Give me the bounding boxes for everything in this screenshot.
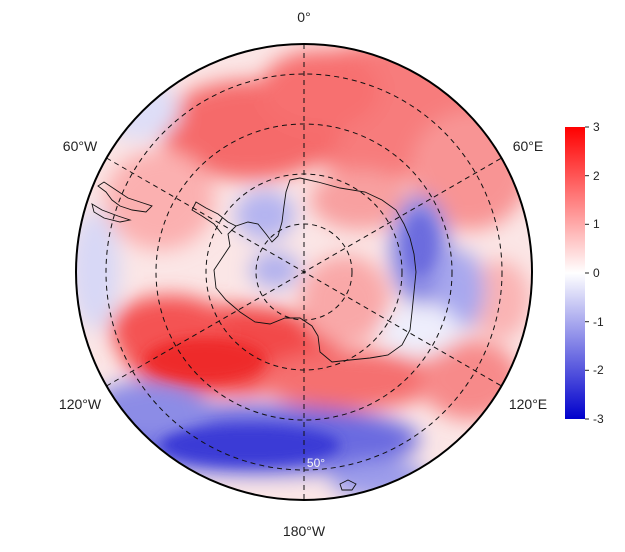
colorbar-tick: -2 (593, 363, 604, 377)
colorbar-tick: 3 (593, 120, 600, 134)
lat-label-50: 50° (307, 456, 325, 470)
new-zealand-islands (339, 479, 357, 491)
colorbar-tick: 1 (593, 217, 600, 231)
lon-label-60w: 60°W (63, 138, 98, 154)
anomaly-field (76, 44, 532, 500)
colorbar-tick: -1 (593, 315, 604, 329)
lon-label-120e: 120°E (509, 396, 547, 412)
colorbar-tick: 2 (593, 169, 600, 183)
lon-label-0: 0° (297, 9, 310, 25)
lon-label-120w: 120°W (59, 396, 102, 412)
map-boundary (75, 43, 533, 501)
south-america-tip (91, 181, 153, 223)
colorbar-tick: 0 (593, 266, 600, 280)
colorbar: 3 2 1 0 -1 -2 -3 (565, 120, 604, 426)
lon-label-180w: 180°W (283, 523, 326, 539)
antarctica-coastline (213, 177, 417, 363)
colorbar-gradient (565, 127, 585, 419)
lon-label-60e: 60°E (513, 138, 544, 154)
graticule (105, 44, 503, 500)
colorbar-tick: -3 (593, 412, 604, 426)
antarctic-peninsula (191, 201, 237, 235)
